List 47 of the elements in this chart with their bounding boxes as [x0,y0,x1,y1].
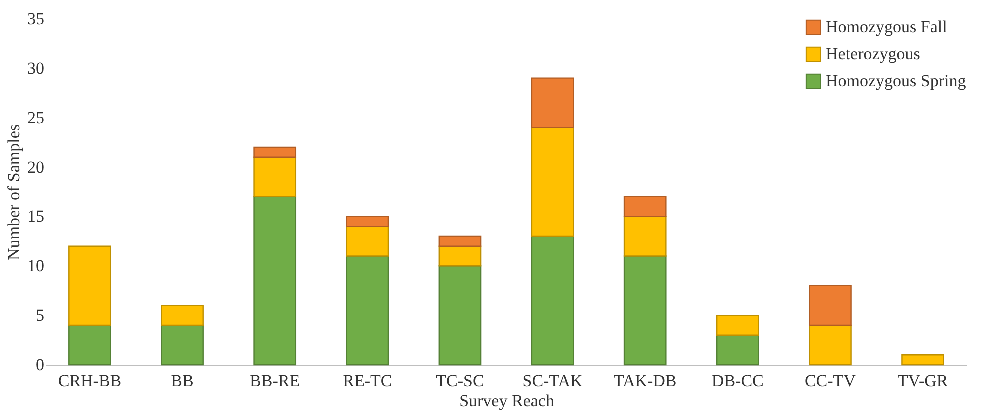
x-tick-label: TC-SC [436,372,484,390]
bar [902,354,944,366]
bar [346,226,390,257]
bar [531,127,574,238]
bar [161,305,204,326]
bar [438,246,482,267]
bar [716,334,760,366]
bar [254,156,297,198]
x-tick-label: BB-RE [250,372,300,390]
y-tick-label: 35 [28,10,44,28]
bar [346,216,390,228]
x-tick-label: DB-CC [712,372,764,390]
y-axis-title: Number of Samples [4,124,24,260]
x-tick-label: BB [171,372,194,390]
x-tick-label: SC-TAK [522,372,584,390]
y-tick-label: 30 [28,58,44,78]
legend-label: Heterozygous [826,44,920,64]
bar [716,314,760,336]
legend-label: Homozygous Spring [826,72,967,90]
bar [254,146,297,158]
x-tick-label: CRH-BB [58,372,122,390]
bar [809,285,852,326]
bar [161,324,204,366]
bar [624,196,667,218]
y-tick-label: 10 [28,256,44,276]
x-tick-label: CC-TV [804,372,857,390]
bar [254,196,297,366]
bar [531,78,574,128]
bar [438,266,482,366]
y-tick-label: 25 [28,108,44,128]
x-tick-label: TV-GR [898,372,949,390]
x-axis-title: Survey Reach [460,392,555,410]
bar [438,236,482,247]
bar [68,246,112,326]
legend-label: Homozygous Fall [826,18,948,36]
bar [624,216,667,257]
bar [624,256,667,366]
bar [346,256,390,366]
y-tick-label: 0 [36,356,44,374]
bar [68,324,112,366]
y-tick-label: 15 [28,207,44,226]
y-tick-label: 20 [28,158,44,177]
x-tick-label: RE-TC [343,372,392,390]
bar [809,324,852,366]
bar [531,236,574,366]
x-tick-label: TAK-DB [614,372,677,390]
y-tick-label: 5 [36,306,44,326]
